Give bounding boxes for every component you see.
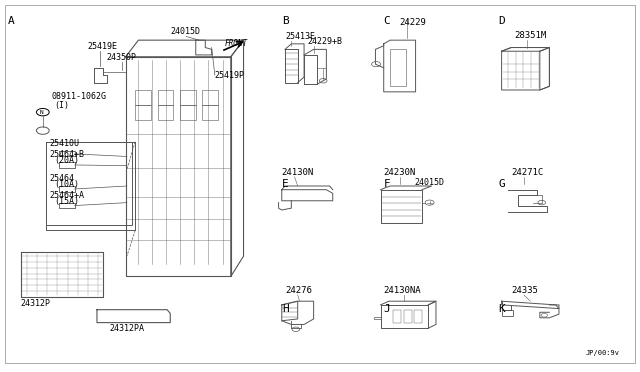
Text: D: D xyxy=(499,16,505,26)
Bar xyxy=(46,142,132,225)
Text: 28351M: 28351M xyxy=(515,31,547,40)
Bar xyxy=(390,49,406,86)
Text: (20A): (20A) xyxy=(54,156,79,165)
Text: 08911-1062G: 08911-1062G xyxy=(51,92,106,101)
Bar xyxy=(180,105,196,119)
Text: 25464: 25464 xyxy=(49,174,74,183)
Bar xyxy=(157,105,173,119)
Text: 24229+B: 24229+B xyxy=(307,38,342,46)
Text: 25419P: 25419P xyxy=(215,71,245,80)
Text: (I): (I) xyxy=(54,101,69,110)
Text: 24015D: 24015D xyxy=(414,178,444,187)
Text: 25413E: 25413E xyxy=(285,32,315,41)
Text: (10A): (10A) xyxy=(54,180,79,189)
Text: 25419E: 25419E xyxy=(88,42,117,51)
Bar xyxy=(202,105,218,119)
Bar xyxy=(414,310,422,323)
Text: 25464+B: 25464+B xyxy=(49,150,84,159)
Text: 25464+A: 25464+A xyxy=(49,191,84,200)
Text: 24350P: 24350P xyxy=(106,53,136,62)
Bar xyxy=(202,90,218,105)
Text: 24312P: 24312P xyxy=(20,299,51,308)
Bar xyxy=(180,90,196,105)
Text: 24276: 24276 xyxy=(285,286,312,295)
Bar xyxy=(157,90,173,105)
Text: E: E xyxy=(282,179,289,189)
Text: H: H xyxy=(282,304,289,314)
Text: J: J xyxy=(384,304,390,314)
Text: F: F xyxy=(384,179,390,189)
Text: 24335: 24335 xyxy=(511,286,538,295)
Text: 24130NA: 24130NA xyxy=(384,286,421,295)
Bar xyxy=(404,310,412,323)
Text: K: K xyxy=(499,304,505,314)
Text: B: B xyxy=(282,16,289,26)
Bar xyxy=(135,90,151,105)
Text: JP/00:9v: JP/00:9v xyxy=(586,350,620,356)
Text: C: C xyxy=(384,16,390,26)
Bar xyxy=(394,310,401,323)
Text: 24271C: 24271C xyxy=(511,168,543,177)
Bar xyxy=(502,310,513,316)
Text: FRONT: FRONT xyxy=(225,39,248,48)
Text: A: A xyxy=(8,16,15,26)
Text: G: G xyxy=(499,179,505,189)
Text: 24312PA: 24312PA xyxy=(109,324,145,333)
Bar xyxy=(135,105,151,119)
Text: 25410U: 25410U xyxy=(49,139,79,148)
Text: N: N xyxy=(40,110,44,115)
Text: 24130N: 24130N xyxy=(282,168,314,177)
Text: 24015D: 24015D xyxy=(170,28,200,36)
Text: (15A): (15A) xyxy=(54,196,79,206)
Text: 24230N: 24230N xyxy=(384,168,416,177)
Text: 24229: 24229 xyxy=(399,18,426,27)
